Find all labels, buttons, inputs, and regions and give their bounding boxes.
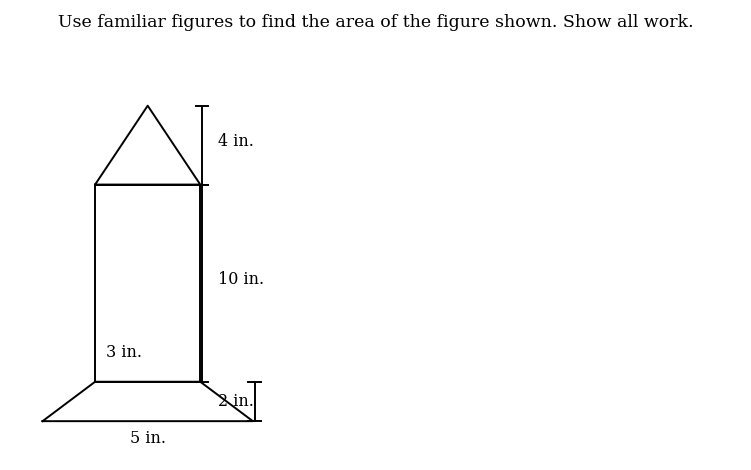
Text: 5 in.: 5 in. bbox=[130, 431, 166, 447]
Text: Use familiar figures to find the area of the figure shown. Show all work.: Use familiar figures to find the area of… bbox=[58, 14, 693, 31]
Text: 3 in.: 3 in. bbox=[106, 344, 142, 360]
Text: 10 in.: 10 in. bbox=[218, 271, 264, 288]
Text: 4 in.: 4 in. bbox=[218, 133, 254, 149]
Text: 2 in.: 2 in. bbox=[218, 393, 254, 410]
